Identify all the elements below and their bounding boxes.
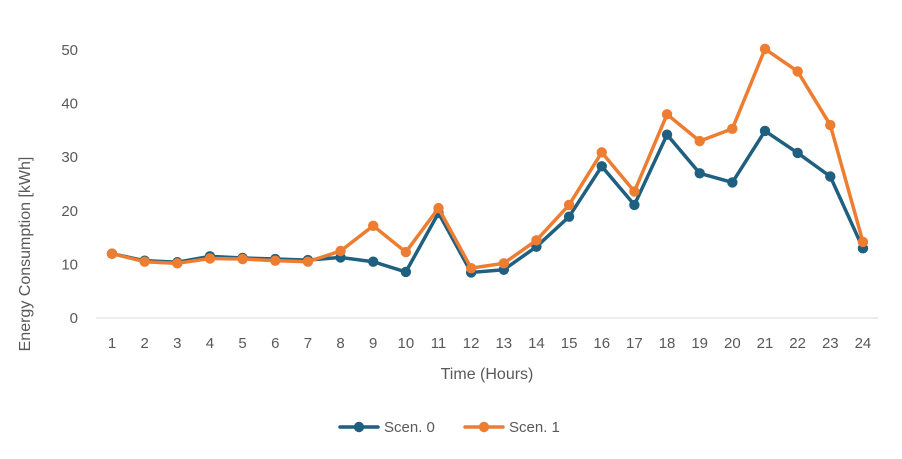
x-tick-label: 22 — [789, 335, 806, 352]
data-point — [400, 266, 412, 278]
y-tick-label: 20 — [61, 203, 78, 220]
data-point — [661, 129, 673, 140]
data-point — [727, 123, 738, 134]
data-point — [596, 147, 607, 158]
data-point — [433, 202, 444, 214]
data-point — [629, 199, 640, 211]
x-tick-labels: 1 2 3 4 5 6 7 8 9 10 11 12 13 14 15 16 17 18 19 20 21 22 23 24 — [108, 335, 871, 352]
data-point — [727, 177, 738, 188]
data-point — [498, 258, 509, 269]
x-axis-title: Time (Hours) — [441, 366, 534, 383]
y-tick-label: 30 — [61, 149, 78, 166]
x-tick-label: 7 — [304, 335, 312, 352]
data-point — [139, 256, 150, 267]
data-point — [335, 245, 346, 257]
data-point — [172, 258, 183, 269]
data-point — [368, 220, 379, 232]
y-tick-label: 0 — [70, 310, 78, 327]
data-point — [563, 199, 575, 211]
series-layer — [106, 43, 869, 278]
data-point — [531, 235, 542, 246]
x-tick-label: 5 — [238, 335, 246, 352]
x-tick-label: 20 — [724, 335, 741, 352]
x-tick-label: 17 — [626, 335, 643, 352]
legend-swatch-marker — [478, 421, 490, 433]
x-tick-label: 23 — [822, 335, 839, 352]
data-point — [204, 253, 216, 264]
data-point — [106, 248, 118, 259]
legend-label: Scen. 1 — [509, 419, 560, 436]
y-tick-labels: 0 10 20 30 40 50 — [61, 42, 78, 327]
x-tick-label: 12 — [463, 335, 480, 352]
data-point — [465, 262, 477, 274]
x-tick-label: 9 — [369, 335, 377, 352]
data-point — [759, 43, 771, 55]
x-tick-label: 3 — [173, 335, 181, 352]
legend-item: Scen. 0 — [338, 419, 435, 436]
x-tick-label: 2 — [140, 335, 148, 352]
y-tick-label: 10 — [61, 256, 78, 273]
data-point — [270, 255, 281, 266]
data-point — [857, 236, 869, 248]
y-axis-title: Energy Consumption [kWh] — [17, 157, 34, 352]
y-tick-label: 40 — [61, 96, 78, 113]
x-tick-label: 16 — [593, 335, 610, 352]
series-line — [110, 47, 865, 270]
data-point — [792, 147, 803, 159]
legend-item: Scen. 1 — [463, 419, 560, 436]
x-tick-label: 15 — [561, 335, 578, 352]
legend: Scen. 0 Scen. 1 — [338, 419, 560, 436]
x-tick-label: 1 — [108, 335, 116, 352]
data-point — [368, 256, 379, 267]
series-1 — [106, 43, 869, 274]
series-0 — [106, 125, 869, 278]
x-tick-label: 21 — [757, 335, 774, 352]
data-point — [629, 186, 640, 197]
data-point — [237, 253, 248, 265]
data-point — [661, 109, 673, 120]
x-tick-label: 8 — [336, 335, 344, 352]
data-point — [759, 125, 771, 137]
data-point — [825, 171, 836, 182]
data-point — [563, 211, 575, 222]
data-point — [825, 119, 836, 131]
data-point — [400, 246, 412, 258]
data-point — [302, 256, 314, 267]
legend-swatch-marker — [353, 421, 365, 433]
data-point — [694, 168, 705, 179]
x-tick-label: 6 — [271, 335, 279, 352]
legend-label: Scen. 0 — [384, 419, 435, 436]
x-tick-label: 19 — [691, 335, 708, 352]
data-point — [792, 66, 803, 77]
x-tick-label: 13 — [495, 335, 512, 352]
x-tick-label: 14 — [528, 335, 545, 352]
x-tick-label: 18 — [659, 335, 676, 352]
data-point — [694, 135, 705, 147]
x-tick-label: 24 — [855, 335, 872, 352]
x-tick-label: 10 — [398, 335, 415, 352]
y-tick-label: 50 — [61, 42, 78, 59]
data-point — [596, 161, 607, 172]
x-tick-label: 4 — [206, 335, 214, 352]
series-line — [110, 129, 865, 275]
x-tick-label: 11 — [431, 335, 447, 352]
